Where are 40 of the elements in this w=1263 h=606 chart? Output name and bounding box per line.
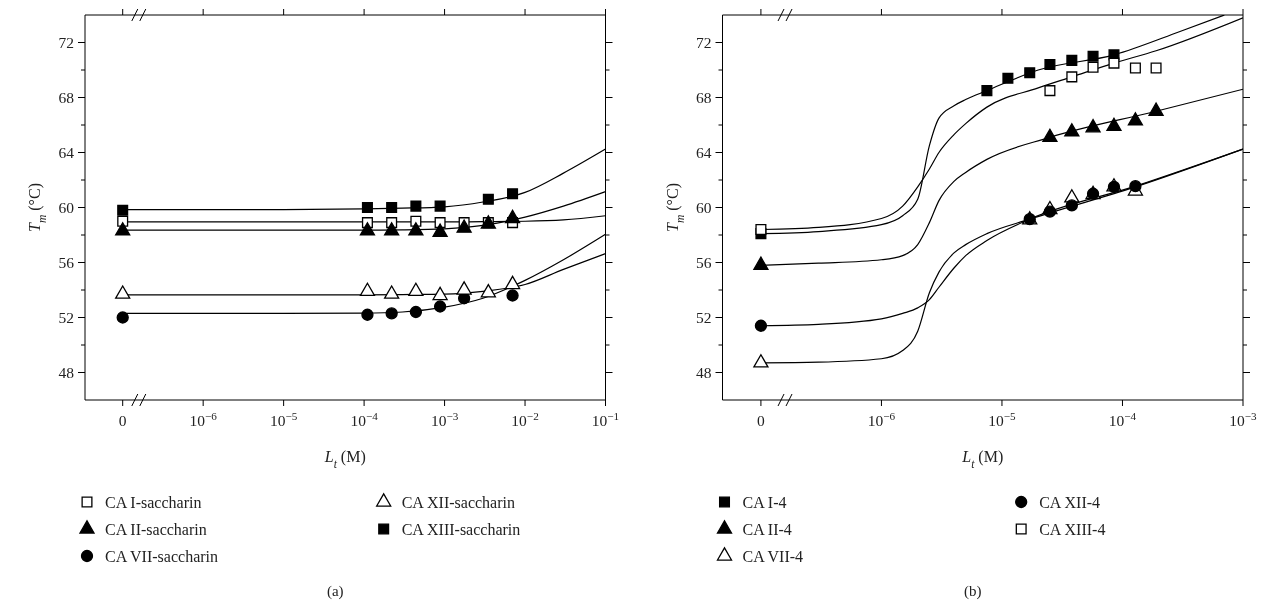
- y-tick-label: 48: [696, 363, 712, 381]
- y-tick-label: 52: [58, 308, 74, 326]
- x-tick-label: 10$^{−1}$: [591, 410, 620, 429]
- text: (a): [326, 583, 344, 600]
- x-tick-label: 10$^{−3}$: [430, 410, 459, 429]
- y-tick-label: 56: [58, 253, 75, 271]
- y-tick-label: 68: [58, 88, 75, 106]
- x-axis-title: L$_{t}$ (M): [323, 448, 366, 470]
- x-tick-label: 0: [118, 412, 127, 429]
- y-tick-label: 56: [696, 253, 712, 271]
- legend-label: CA II-saccharin: [105, 520, 207, 538]
- legend-label: CA VII-4: [742, 547, 804, 565]
- legend-label: CA XII-4: [1039, 493, 1101, 511]
- y-tick-label: 60: [696, 198, 712, 216]
- y-tick-label: 72: [696, 33, 712, 51]
- x-tick-label: 0: [757, 412, 766, 429]
- legend-label: CA XIII-4: [1039, 520, 1106, 538]
- x-tick-label: 10$^{−3}$: [1229, 410, 1258, 429]
- legend-label: CA VII-saccharin: [105, 547, 218, 565]
- x-tick-label: 10$^{−5}$: [269, 410, 298, 429]
- y-tick-label: 64: [58, 143, 75, 161]
- x-tick-label: 10$^{−5}$: [988, 410, 1017, 429]
- y-tick-label: 64: [696, 143, 712, 161]
- y-tick-label: 48: [58, 363, 75, 381]
- legend-label: CA II-4: [742, 520, 792, 538]
- legend-label: CA XII-saccharin: [401, 493, 515, 511]
- x-tick-label: 10$^{−2}$: [511, 410, 539, 429]
- x-tick-label: 10$^{−4}$: [1108, 410, 1137, 429]
- y-tick-label: 52: [696, 308, 712, 326]
- text: (b): [964, 583, 982, 600]
- y-tick-label: 68: [696, 88, 712, 106]
- x-tick-label: 10$^{−4}$: [350, 410, 379, 429]
- y-tick-label: 72: [58, 33, 74, 51]
- y-tick-label: 60: [58, 198, 75, 216]
- legend-label: CA XIII-saccharin: [401, 520, 521, 538]
- legend-label: CA I-saccharin: [105, 493, 202, 511]
- x-tick-label: 10$^{−6}$: [189, 410, 218, 429]
- x-axis-title: L$_{t}$ (M): [961, 448, 1004, 470]
- x-tick-label: 10$^{−6}$: [867, 410, 896, 429]
- legend-label: CA I-4: [742, 493, 787, 511]
